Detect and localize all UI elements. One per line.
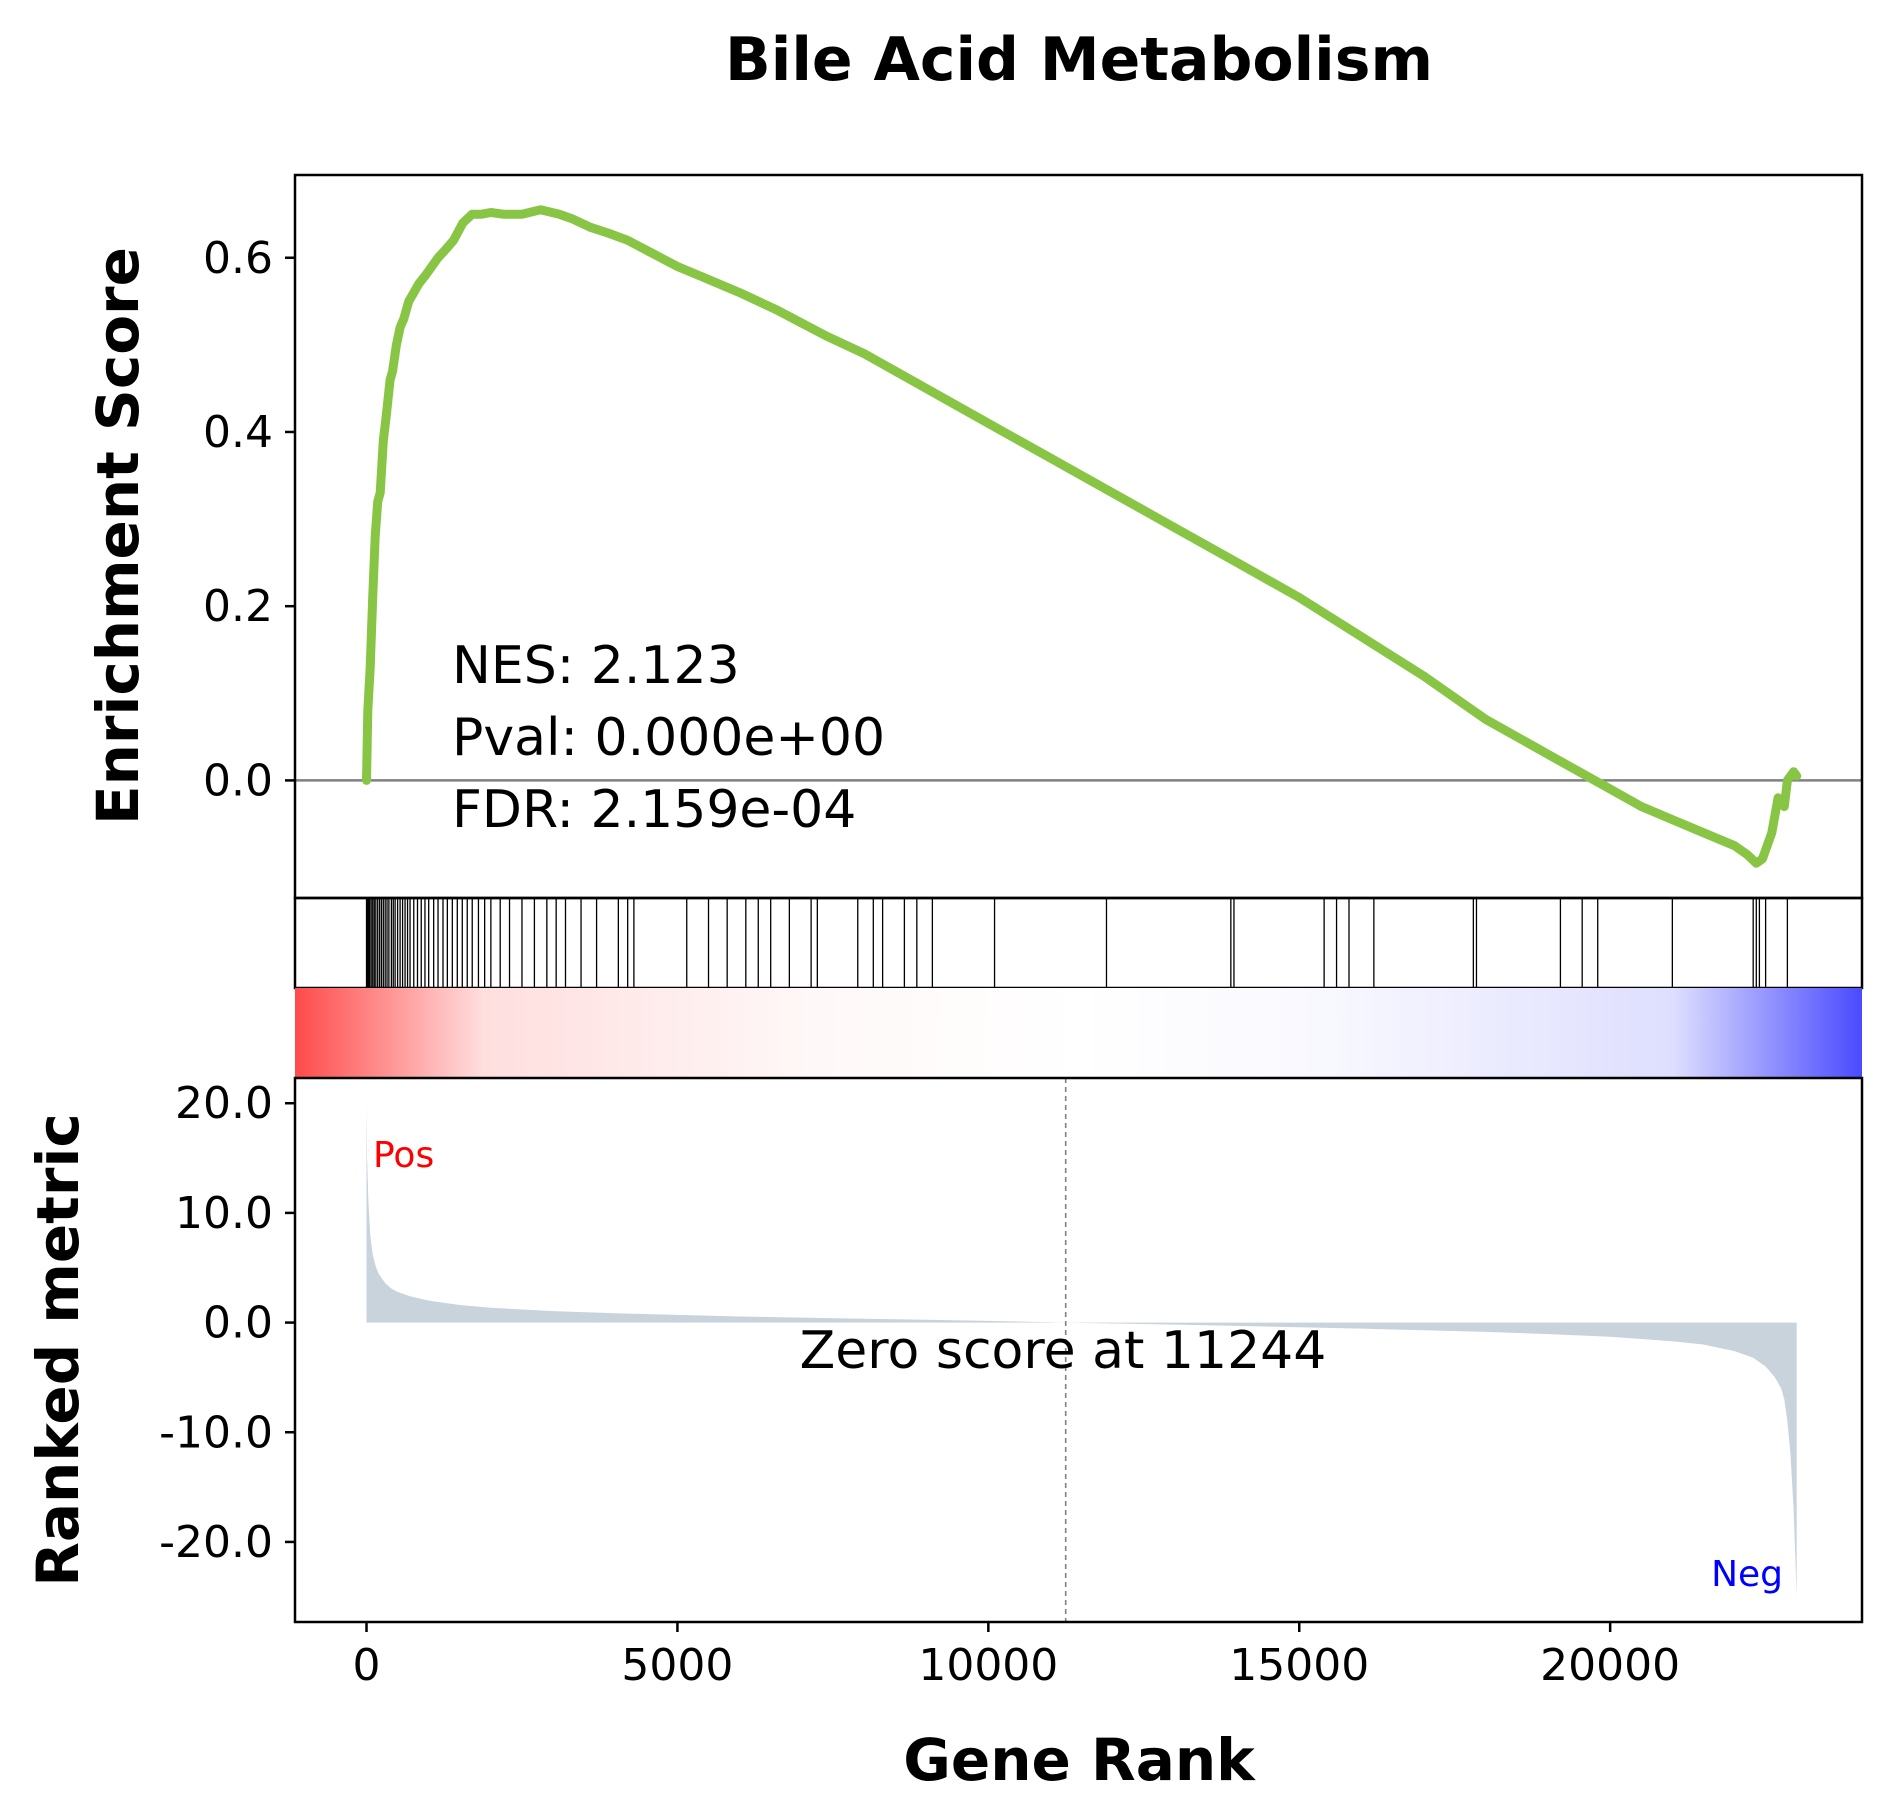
enrichment-y-axis-label: Enrichment Score — [84, 247, 152, 825]
rm-y-tick-label: -10.0 — [159, 1407, 273, 1458]
es-y-tick-label: 0.2 — [203, 581, 273, 632]
ranked-metric-panel: 20.0 10.0 0.0 -10.0 -20.0 Pos Neg Zero score… — [159, 1076, 1864, 1624]
rm-y-tick-label: 0.0 — [203, 1298, 273, 1349]
hit-lines — [365, 898, 1789, 988]
fdr-annotation: FDR: 2.159e-04 — [452, 780, 856, 840]
x-tick-label: 10000 — [918, 1640, 1058, 1691]
x-axis-label: Gene Rank — [903, 1726, 1256, 1794]
es-y-ticks: 0.0 0.2 0.4 0.6 — [203, 233, 295, 806]
pval-annotation: Pval: 0.000e+00 — [452, 708, 885, 768]
enrichment-score-panel: 0.00.20.40.6 NES: 2.123 Pval: 0.000e+00 … — [203, 173, 1864, 900]
rm-y-tick-label: 10.0 — [175, 1188, 273, 1239]
es-y-tick-label: 0.0 — [203, 755, 273, 806]
x-tick-label: 20000 — [1540, 1640, 1680, 1691]
chart-title: Bile Acid Metabolism — [725, 25, 1433, 95]
pos-label: Pos — [373, 1135, 434, 1176]
running-enrichment-score-line — [362, 205, 1802, 868]
rm-panel-frame — [293, 1076, 1864, 1624]
hits-panel-frame — [293, 896, 1864, 990]
rank-gradient-bar — [295, 988, 1862, 1078]
rm-y-tick-label: -20.0 — [159, 1517, 273, 1568]
es-y-tick-label: 0.4 — [203, 407, 273, 458]
rm-y-ticks: 20.0 10.0 0.0 -10.0 -20.0 — [159, 1078, 295, 1568]
x-tick-label: 5000 — [621, 1640, 733, 1691]
hit-marks-panel — [293, 896, 1864, 990]
x-axis-ticks: 0 5000 10000 15000 20000 — [353, 1622, 1680, 1691]
neg-label: Neg — [1711, 1554, 1783, 1595]
ranked-metric-y-axis-label: Ranked metric — [24, 1113, 92, 1587]
x-tick-label: 0 — [353, 1640, 381, 1691]
zero-cross-label: Zero score at 11244 — [800, 1321, 1327, 1381]
rm-y-tick-label: 20.0 — [175, 1078, 273, 1129]
x-tick-label: 15000 — [1229, 1640, 1369, 1691]
nes-annotation: NES: 2.123 — [452, 636, 740, 696]
es-y-tick-label: 0.6 — [203, 233, 273, 284]
